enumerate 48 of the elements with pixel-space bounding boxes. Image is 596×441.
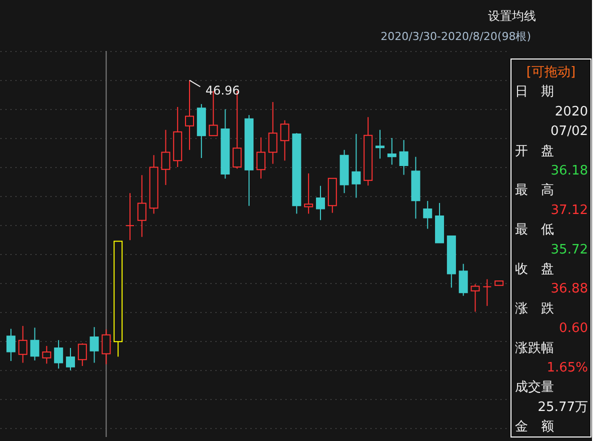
text: 成交量 [515,379,554,396]
candlestick [185,80,194,150]
text: 2020/3/30-2020/8/20(98根) [380,30,531,43]
candlestick [161,129,170,186]
text: 37.12 [550,202,588,218]
text: 最 高 [515,182,554,198]
text: 日 期 [515,84,554,100]
candlestick [280,120,290,162]
text: 35.72 [550,242,588,258]
text: 收 盘 [515,262,554,277]
text: 07/02 [550,124,588,140]
candlestick [66,347,75,371]
text: 1.65% [546,360,588,376]
candlestick [316,185,325,221]
text: 涨 跌 [515,301,554,316]
text: 涨跌幅 [515,340,554,356]
annotation: 46.96 [206,83,240,98]
candlestick [30,327,40,361]
text: 36.18 [550,164,588,178]
candlestick [126,192,134,241]
candlestick [54,340,64,370]
text: 开 盘 [515,144,554,159]
candlestick [90,326,99,364]
candlestick [387,138,396,166]
text: [可拖动] [526,65,576,80]
candlestick [482,278,492,306]
candlestick [18,325,28,364]
candlestick [304,172,314,214]
text: 0.60 [559,321,588,336]
candlestick [256,136,266,180]
text: 设置均线 [488,9,536,23]
candlestick [423,200,432,230]
candlestick [42,345,52,364]
candlestick [470,284,480,312]
candlestick [458,263,468,296]
text: 25.77万 [538,400,588,415]
candlestick [6,328,16,362]
candlestick [78,342,87,366]
text: 2020 [554,104,588,120]
candlestick [268,102,278,164]
candlestick [376,129,384,160]
text: 最 低 [515,222,554,238]
candlestick [399,140,408,176]
text: 金 额 [515,420,554,435]
candlestick [137,174,146,238]
candlestick [102,328,111,365]
text: 36.88 [550,282,588,297]
candlestick [352,133,361,198]
